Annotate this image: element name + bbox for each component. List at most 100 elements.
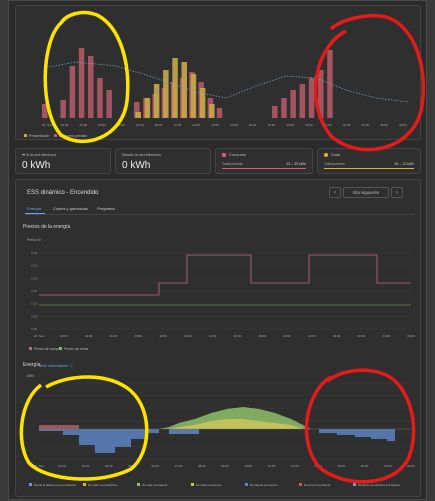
forecast-x-tick: 07:00: [136, 123, 144, 127]
forecast-consumption-bar: [299, 84, 306, 118]
price-x-tick: 02:00: [60, 334, 68, 338]
forecast-solar-bar: [144, 98, 151, 118]
tile-consumption[interactable]: Consumo Total previsto 23 – 39 kWh: [215, 148, 313, 174]
energy-legend-swatch: [83, 483, 86, 486]
forecast-x-tick: 18:00: [249, 123, 257, 127]
forecast-consumption-bar: [134, 102, 140, 118]
tile-value: 0 kWh: [122, 160, 151, 171]
energy-x-tick: 14:00: [291, 464, 299, 468]
energy-x-tick: 05:00: [128, 464, 136, 468]
forecast-x-tick: 10:00: [174, 123, 182, 127]
energy-legend-item: De solar a consumo: [196, 483, 221, 487]
energy-x-tick: 06:00: [151, 464, 159, 468]
app-frame: 22. Nov 02:00 03:00 04:00 06:00 07:00 08:00 10:…: [8, 0, 427, 500]
energy-x-tick: 00:00: [407, 464, 415, 468]
energy-legend-item: De solar a la batería: [142, 483, 168, 487]
previous-day-button[interactable]: ‹: [329, 187, 341, 198]
legend-swatch-presentation: [24, 134, 27, 137]
energy-chart-title: Energía: [23, 362, 41, 368]
tile-bar: [324, 168, 414, 169]
energy-x-tick: 18:00: [337, 464, 345, 468]
price-y-tick: 0.10: [31, 302, 37, 306]
forecast-chart-panel: 22. Nov 02:00 03:00 04:00 06:00 07:00 08:00 10:…: [15, 5, 421, 140]
forecast-solar-bar: [199, 88, 206, 118]
forecast-solar-bar: [163, 70, 169, 118]
tile-to-grid[interactable]: ⬅ A la red eléctrica 0 kWh: [15, 148, 111, 174]
price-y-tick: 0.25: [31, 264, 37, 268]
chevron-right-icon: ›: [396, 190, 398, 196]
price-x-tick: 00:00: [333, 334, 341, 338]
forecast-x-tick: 06:00: [380, 123, 388, 127]
forecast-x-tick: 02:00: [61, 123, 69, 127]
legend-swatch-buy: [29, 347, 32, 350]
tile-from-grid[interactable]: Desde la red eléctrica 0 kWh: [115, 148, 211, 174]
forecast-solar-bar: [153, 84, 160, 118]
price-y-tick: 0.05: [31, 314, 37, 318]
forecast-solar-bar: [135, 112, 141, 118]
energy-legend-item: De batería a consumo: [250, 483, 278, 487]
legend-swatch-consumption: [54, 134, 57, 137]
legend-swatch-sell: [59, 347, 62, 350]
tile-sub-value: 26 – 12 kWh: [394, 162, 414, 166]
energy-legend-item: Desde la red eléctrica a la batería: [358, 483, 400, 487]
energy-chart: kWh 22. Nov 02:00 03:00 04:00 05:00 06:00 07:0…: [27, 374, 415, 487]
price-x-tick: 06:00: [407, 334, 415, 338]
forecast-consumption-bar: [308, 78, 315, 118]
price-y-label: Precio €/: [27, 238, 41, 242]
energy-grid-area: [39, 425, 79, 429]
more-info-link[interactable]: Más información ⓘ: [39, 363, 74, 368]
tab-costs[interactable]: Costes y ganancias: [53, 206, 88, 211]
price-y-tick: 0.15: [31, 289, 37, 293]
energy-legend-item: De la red a la batería: [304, 483, 331, 487]
energy-x-tick: 09:00: [221, 464, 229, 468]
forecast-consumption-bar: [69, 66, 76, 118]
forecast-x-tick: 14:00: [211, 123, 219, 127]
tile-label: Consumo: [229, 152, 247, 157]
tab-energy[interactable]: Energía: [27, 206, 42, 211]
tabs-divider: [25, 214, 415, 215]
next-button[interactable]: ›: [391, 187, 403, 198]
forecast-x-tick: 00:00: [324, 123, 332, 127]
tile-sub-value: 23 – 39 kWh: [286, 162, 306, 166]
price-x-tick: 06:00: [110, 334, 118, 338]
energy-solar-consumption-area: [169, 419, 303, 429]
energy-legend-swatch: [299, 483, 302, 486]
consumption-icon: [222, 153, 226, 157]
forecast-consumption-bar: [78, 48, 85, 118]
forecast-x-tick: 03:00: [80, 123, 88, 127]
legend-consumption-forecast: Consumo previsto: [59, 134, 87, 138]
price-x-tick: 20:00: [283, 334, 291, 338]
energy-x-tick: 10:00: [244, 464, 252, 468]
forecast-x-tick: 22:00: [305, 123, 313, 127]
tile-solar[interactable]: Solar Total previsto 26 – 12 kWh: [317, 148, 421, 174]
forecast-chart: 22. Nov 02:00 03:00 04:00 06:00 07:00 08:00 10:…: [24, 48, 409, 138]
price-x-tick: 16:00: [234, 334, 242, 338]
forecast-consumption-bar: [318, 70, 324, 118]
legend-presentation: Presentación: [29, 134, 49, 138]
price-x-tick: 10:00: [159, 334, 167, 338]
energy-x-tick: 12:00: [268, 464, 276, 468]
solar-icon: [324, 153, 328, 157]
price-y-tick: 0.00: [31, 327, 37, 331]
price-x-tick: 02:00: [358, 334, 366, 338]
price-y-tick: 0.30: [31, 251, 37, 255]
forecast-x-tick: 08:00: [155, 123, 163, 127]
tab-schedule[interactable]: Programa: [97, 206, 115, 211]
forecast-consumption-bar: [290, 90, 296, 118]
forecast-consumption-bar: [42, 104, 48, 118]
price-x-tick: 04:00: [382, 334, 390, 338]
tile-label: Solar: [331, 152, 341, 157]
forecast-consumption-bar: [106, 90, 112, 118]
price-y-tick: 0.20: [31, 276, 37, 280]
energy-legend-swatch: [29, 483, 32, 486]
price-x-tick: 22. Nov: [34, 334, 45, 338]
energy-legend-swatch: [245, 483, 248, 486]
energy-x-tick: 22:00: [384, 464, 392, 468]
forecast-x-tick: 12:00: [192, 123, 200, 127]
energy-legend-swatch: [137, 483, 140, 486]
next-day-button[interactable]: Día siguiente: [343, 187, 389, 198]
price-chart-title: Precios de la energía: [23, 224, 71, 230]
tile-label: ⬅ A la red eléctrica: [22, 152, 56, 157]
forecast-x-tick: 08:00: [399, 123, 407, 127]
price-chart: Precio €/ 0.30 0.25 0.20 0.15 0.10 0.05 0.00 2…: [27, 238, 415, 351]
